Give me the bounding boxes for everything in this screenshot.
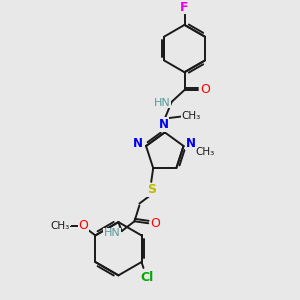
Text: S: S bbox=[147, 183, 156, 196]
Text: HN: HN bbox=[103, 228, 120, 238]
Text: N: N bbox=[185, 136, 195, 149]
Text: CH₃: CH₃ bbox=[196, 147, 215, 157]
Text: CH₃: CH₃ bbox=[50, 220, 70, 231]
Text: N: N bbox=[159, 118, 169, 131]
Text: HN: HN bbox=[154, 98, 170, 108]
Text: methoxy: methoxy bbox=[65, 225, 71, 226]
Text: F: F bbox=[180, 1, 189, 13]
Text: Cl: Cl bbox=[141, 271, 154, 284]
Text: CH₃: CH₃ bbox=[182, 111, 201, 121]
Text: O: O bbox=[79, 219, 88, 232]
Text: O: O bbox=[200, 83, 210, 97]
Text: O: O bbox=[150, 217, 160, 230]
Text: N: N bbox=[133, 136, 143, 149]
